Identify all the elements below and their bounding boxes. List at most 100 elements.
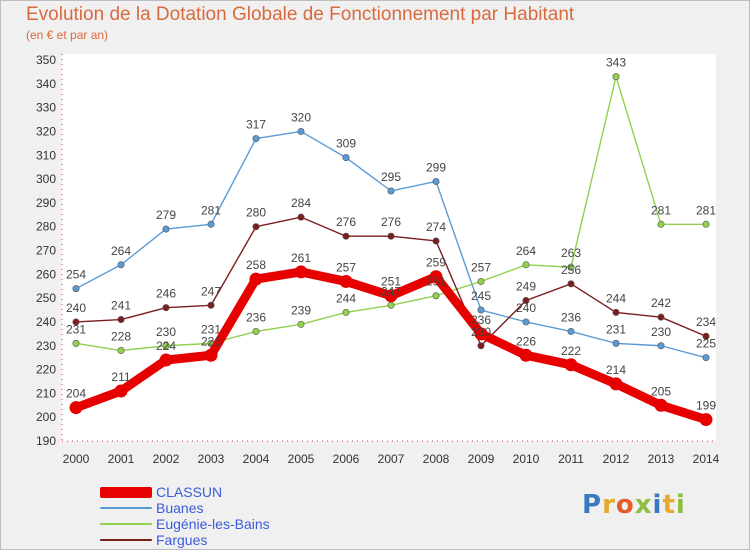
data-point <box>522 297 530 305</box>
data-point <box>207 220 215 228</box>
data-point <box>519 348 533 362</box>
data-label: 240 <box>66 301 86 315</box>
data-label: 251 <box>381 275 401 289</box>
y-tick-label: 280 <box>36 220 56 234</box>
legend-swatch <box>100 486 152 498</box>
data-point <box>117 316 125 324</box>
legend-item: Fargues <box>100 532 270 548</box>
x-tick-label: 2006 <box>333 452 360 466</box>
data-point <box>297 127 305 135</box>
y-tick-label: 310 <box>36 148 56 162</box>
logo-letter: r <box>602 490 616 520</box>
y-tick-label: 250 <box>36 291 56 305</box>
logo-letter: t <box>662 490 676 520</box>
data-point <box>477 306 485 314</box>
data-label: 251 <box>426 275 446 289</box>
data-point <box>387 301 395 309</box>
data-label: 281 <box>201 203 221 217</box>
y-tick-label: 210 <box>36 386 56 400</box>
data-point <box>657 220 665 228</box>
data-label: 246 <box>156 287 176 301</box>
data-label: 249 <box>516 280 536 294</box>
legend-swatch <box>100 523 152 525</box>
data-label: 261 <box>291 251 311 265</box>
data-point <box>342 308 350 316</box>
chart-subtitle: (en € et par an) <box>26 28 109 42</box>
x-tick-label: 2013 <box>648 452 675 466</box>
legend-label: CLASSUN <box>156 484 223 500</box>
data-point <box>657 342 665 350</box>
data-point <box>567 280 575 288</box>
data-label: 236 <box>561 310 581 324</box>
data-point <box>117 347 125 355</box>
legend-swatch <box>100 507 152 509</box>
data-label: 281 <box>696 203 716 217</box>
data-point <box>432 237 440 245</box>
data-point <box>702 354 710 362</box>
data-label: 264 <box>516 244 536 258</box>
data-point <box>612 339 620 347</box>
data-point <box>249 272 263 286</box>
data-point <box>114 384 128 398</box>
data-label: 258 <box>246 258 266 272</box>
y-tick-label: 350 <box>36 53 56 67</box>
y-tick-label: 270 <box>36 244 56 258</box>
legend-item: Buanes <box>100 500 270 516</box>
data-point <box>204 348 218 362</box>
data-point <box>159 353 173 367</box>
data-label: 309 <box>336 137 356 151</box>
data-label: 259 <box>426 256 446 270</box>
data-label: 239 <box>291 303 311 317</box>
data-point <box>387 187 395 195</box>
y-tick-label: 190 <box>36 434 56 448</box>
data-label: 230 <box>471 325 491 339</box>
data-point <box>72 285 80 293</box>
data-label: 256 <box>561 263 581 277</box>
x-tick-label: 2009 <box>468 452 495 466</box>
data-label: 254 <box>66 268 86 282</box>
data-point <box>69 401 83 415</box>
data-point <box>297 213 305 221</box>
x-tick-label: 2007 <box>378 452 405 466</box>
legend-label: Buanes <box>156 500 204 516</box>
x-tick-label: 2008 <box>423 452 450 466</box>
data-point <box>654 398 668 412</box>
logo-letter: i <box>652 490 663 520</box>
x-tick-label: 2004 <box>243 452 270 466</box>
data-label: 240 <box>516 301 536 315</box>
legend-label: Fargues <box>156 532 208 548</box>
y-tick-label: 260 <box>36 267 56 281</box>
data-label: 199 <box>696 399 716 413</box>
data-label: 226 <box>201 334 221 348</box>
x-tick-label: 2011 <box>558 452 584 466</box>
data-point <box>342 154 350 162</box>
data-label: 295 <box>381 170 401 184</box>
data-label: 244 <box>606 291 626 305</box>
data-label: 222 <box>561 344 581 358</box>
data-label: 257 <box>471 260 491 274</box>
data-point <box>162 225 170 233</box>
data-label: 228 <box>111 330 131 344</box>
data-point <box>564 358 578 372</box>
data-label: 230 <box>156 325 176 339</box>
chart-legend: CLASSUN Buanes Eugénie-les-Bains Fargues <box>100 484 270 548</box>
data-point <box>342 232 350 240</box>
data-point <box>252 135 260 143</box>
data-point <box>294 265 308 279</box>
data-label: 317 <box>246 118 266 132</box>
data-label: 242 <box>651 296 671 310</box>
data-point <box>612 73 620 81</box>
x-tick-label: 2003 <box>198 452 225 466</box>
data-point <box>72 339 80 347</box>
y-tick-label: 200 <box>36 410 56 424</box>
data-label: 236 <box>471 313 491 327</box>
data-label: 204 <box>66 387 86 401</box>
x-tick-label: 2014 <box>693 452 720 466</box>
data-point <box>702 220 710 228</box>
logo-letter: i <box>675 490 686 520</box>
data-point <box>432 177 440 185</box>
data-point <box>657 313 665 321</box>
data-label: 247 <box>201 284 221 298</box>
y-tick-label: 320 <box>36 124 56 138</box>
